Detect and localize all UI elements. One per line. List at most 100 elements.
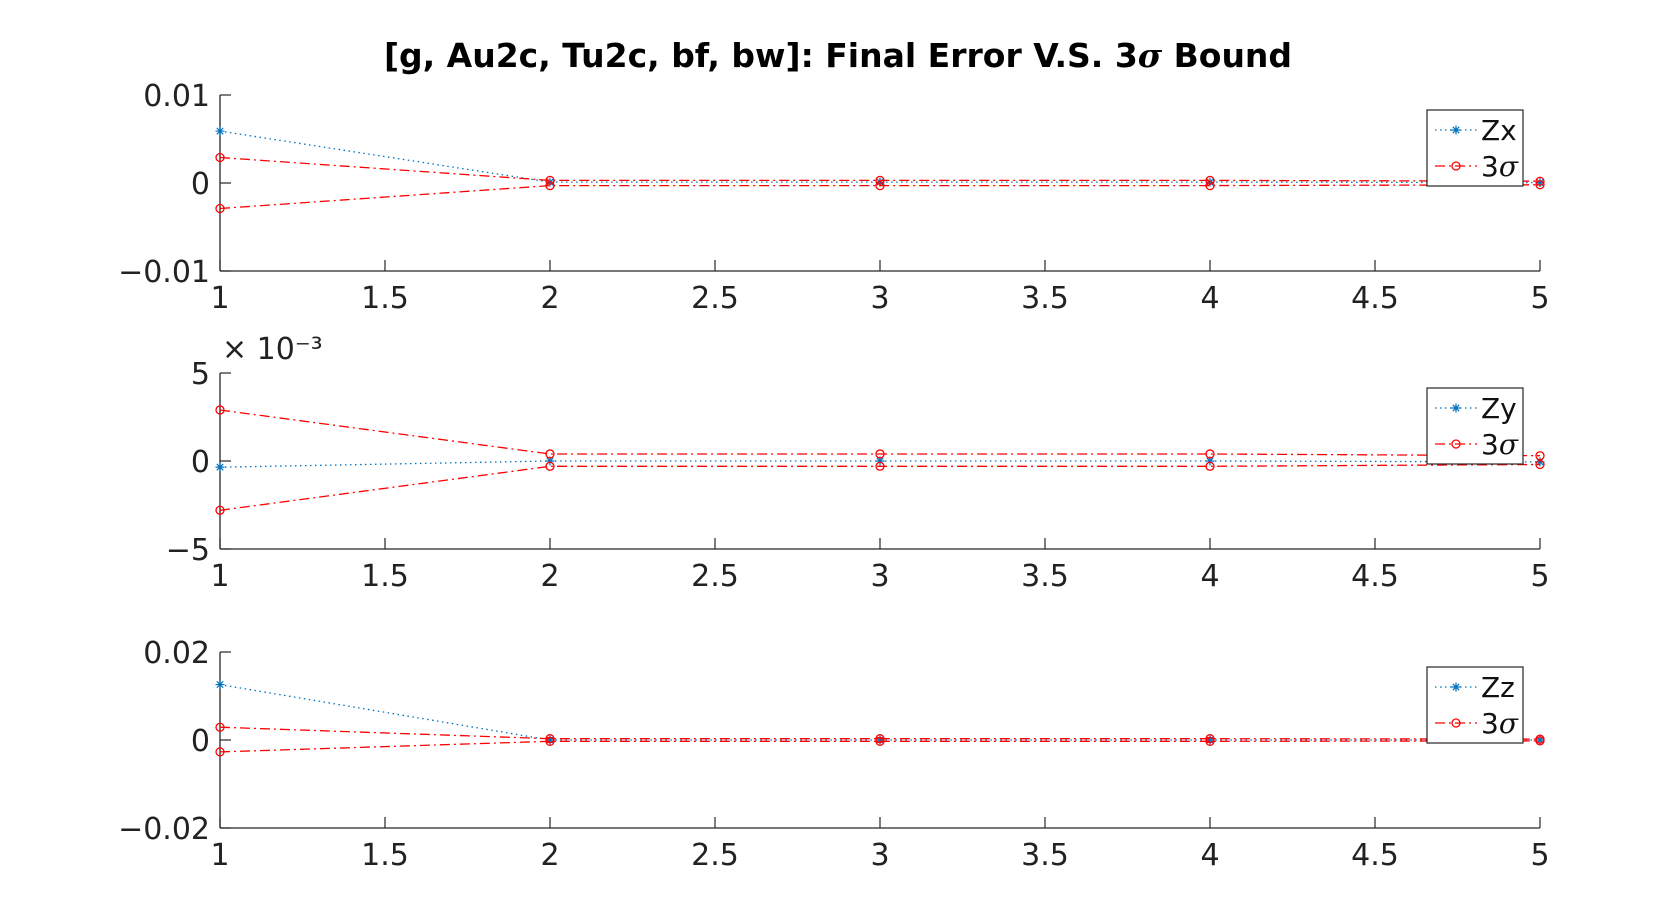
series-error [215,680,1545,745]
y-tick-label: −5 [166,533,210,568]
circle-marker [1451,161,1461,171]
y-tick-label: 0.02 [143,636,210,671]
series-line [219,726,1541,740]
circle-marker [545,449,555,459]
asterisk-marker [1451,403,1461,413]
circle-marker [1451,718,1461,728]
asterisk-marker [1451,682,1461,692]
x-tick-label: 2 [540,559,559,594]
x-tick-label: 1 [210,838,229,873]
legend-label: 3σ [1481,150,1519,183]
asterisk-marker [215,680,225,690]
y-tick-label: −0.01 [118,255,210,290]
x-tick-label: 5 [1530,281,1549,316]
circle-marker [1535,459,1545,470]
x-tick-label: 3 [870,838,889,873]
asterisk-marker [545,456,555,466]
series-bound-upper [215,405,1545,461]
y-tick-label: 0 [191,445,210,480]
x-tick-label: 4 [1200,838,1219,873]
circle-marker [545,736,555,746]
circle-marker [215,152,225,163]
asterisk-marker [875,735,885,745]
x-tick-label: 1 [210,281,229,316]
circle-marker [545,180,555,191]
x-tick-label: 4.5 [1351,559,1399,594]
x-tick-label: 1 [210,559,229,594]
circle-marker [545,734,555,744]
y-tick-label: 0 [191,167,210,202]
asterisk-marker [215,126,225,136]
legend-label: Zz [1481,671,1515,704]
x-tick-label: 5 [1530,559,1549,594]
x-tick-label: 4 [1200,559,1219,594]
y-tick-label: 5 [191,357,210,392]
circle-marker [875,449,885,459]
x-tick-label: 1.5 [361,281,409,316]
series-line [219,463,1541,511]
legend-label: Zx [1481,114,1517,147]
legend-box [1426,666,1524,744]
x-tick-label: 4.5 [1351,281,1399,316]
x-tick-label: 4 [1200,281,1219,316]
x-tick-label: 3.5 [1021,559,1069,594]
circle-marker [545,461,555,471]
y-tick-label: −0.02 [118,812,210,847]
x-tick-label: 1.5 [361,559,409,594]
circle-marker [1205,175,1215,186]
legend-box [1426,387,1524,465]
x-tick-label: 2.5 [691,559,739,594]
series-bound-upper [215,152,1545,186]
x-tick-label: 3.5 [1021,838,1069,873]
legend-label: Zy [1481,392,1517,425]
circle-marker [1535,180,1545,190]
circle-marker [1205,449,1215,459]
x-tick-label: 3 [870,559,889,594]
circle-marker [1535,736,1545,746]
x-tick-label: 3.5 [1021,281,1069,316]
x-tick-label: 2.5 [691,281,739,316]
series-line [219,156,1541,182]
series-bound-lower [215,736,1545,757]
series-error [215,456,1545,472]
x-tick-label: 2 [540,838,559,873]
y-tick-label: 0 [191,724,210,759]
circle-marker [875,736,885,746]
circle-marker [215,505,225,515]
series-bound-lower [215,180,1545,214]
y-tick-label: 0.01 [143,79,210,114]
x-tick-label: 3 [870,281,889,316]
asterisk-marker [875,456,885,466]
circle-marker [215,722,225,732]
x-tick-label: 2 [540,281,559,316]
series-line [219,184,1541,210]
series-error [215,126,1545,188]
x-tick-label: 1.5 [361,838,409,873]
asterisk-marker [1535,735,1545,745]
series-bound-lower [215,459,1545,515]
legend-label: 3σ [1481,428,1519,461]
series-line [219,409,1541,457]
circle-marker [1451,439,1461,449]
y-exponent-label: × 10⁻³ [222,332,323,367]
circle-marker [215,405,225,415]
circle-marker [875,734,885,744]
asterisk-marker [1205,735,1215,745]
circle-marker [875,175,885,186]
circle-marker [1205,461,1215,471]
x-tick-label: 2.5 [691,838,739,873]
circle-marker [1205,736,1215,746]
circle-marker [215,203,225,214]
circle-marker [875,180,885,191]
x-tick-label: 5 [1530,838,1549,873]
circle-marker [545,175,555,186]
legend-label: 3σ [1481,707,1519,740]
circle-marker [1205,180,1215,191]
series-line [219,683,1540,741]
